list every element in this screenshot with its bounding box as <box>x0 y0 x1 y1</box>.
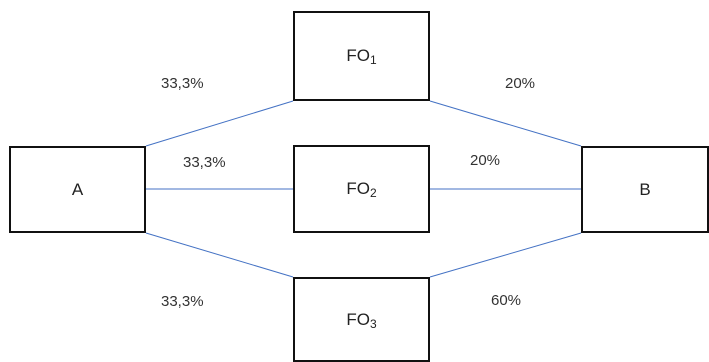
edge-label-a-fo3: 33,3% <box>161 293 204 310</box>
node-fo2: FO 2 <box>293 145 430 233</box>
node-b: B <box>581 146 709 233</box>
node-a-label: A <box>71 179 84 199</box>
edge-label-fo3-b: 60% <box>491 292 522 309</box>
node-fo1-subscript: 1 <box>369 53 377 67</box>
edge-a-fo1 <box>145 100 294 147</box>
node-a: A <box>9 146 146 233</box>
node-fo1-label: FO <box>346 46 370 65</box>
edge-fo1-b <box>429 100 582 147</box>
node-fo3-label: FO <box>346 309 370 329</box>
node-fo3: FO 3 <box>293 277 430 362</box>
edge-label-fo2-b: 20% <box>470 152 501 169</box>
edge-label-fo1-b: 20% <box>505 75 536 92</box>
edge-a-fo3 <box>145 232 294 278</box>
edge-label-a-fo1: 33,3% <box>161 75 204 92</box>
node-fo2-label: FO <box>346 179 370 198</box>
node-fo2-subscript: 2 <box>369 186 377 200</box>
edge-label-a-fo2: 33,3% <box>183 154 226 171</box>
node-b-label: B <box>639 179 651 199</box>
edge-fo3-b <box>429 232 582 278</box>
node-fo3-subscript: 3 <box>369 316 377 331</box>
node-fo1: FO 1 <box>293 11 430 101</box>
